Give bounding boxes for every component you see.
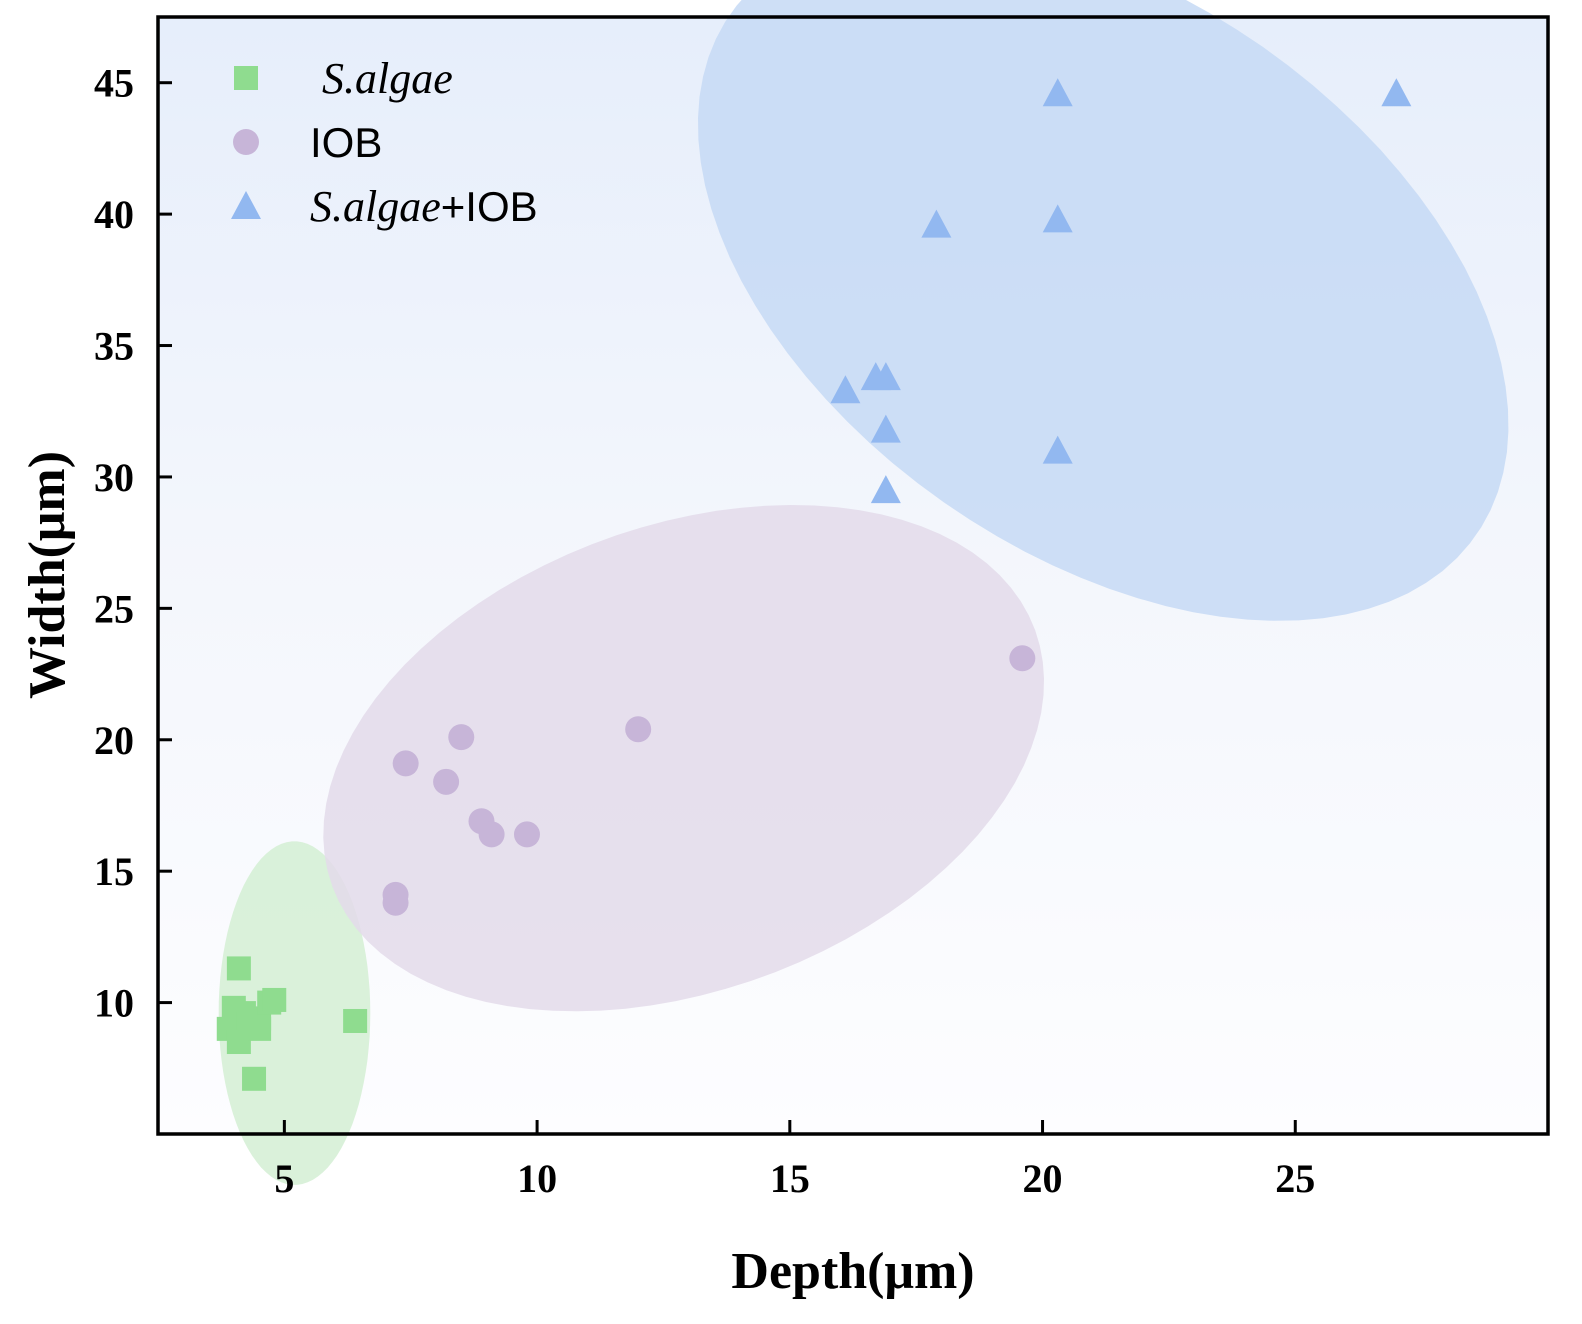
point-triangle-9	[1042, 435, 1073, 464]
point-square-1	[226, 956, 251, 981]
y-tick-label: 35	[94, 324, 134, 369]
legend-label-3: S.algae+IOB	[310, 182, 538, 231]
point-square-11	[343, 1008, 368, 1033]
y-tick-label: 25	[94, 586, 134, 631]
y-tick-label: 45	[94, 61, 134, 106]
legend-label-2: IOB	[310, 119, 382, 166]
point-circle-5	[478, 821, 505, 848]
x-tick-label: 25	[1275, 1156, 1315, 1201]
cluster-ellipse-1	[218, 841, 371, 1185]
point-circle-1	[392, 750, 419, 777]
x-axis-title: Depth(μm)	[731, 1243, 974, 1300]
point-circle-10	[1009, 645, 1036, 672]
point-square-6	[226, 1030, 251, 1055]
point-triangle-8	[870, 414, 901, 443]
point-circle-3	[433, 768, 460, 795]
point-square-10	[262, 987, 287, 1012]
point-circle-2	[448, 724, 475, 751]
cluster-ellipse-3	[698, 0, 1509, 621]
point-triangle-10	[870, 475, 901, 504]
point-triangle-3	[921, 209, 952, 238]
y-tick-label: 10	[94, 981, 134, 1026]
point-square-12	[242, 1066, 267, 1091]
point-circle-6	[513, 821, 540, 848]
x-tick-label: 20	[1023, 1156, 1063, 1201]
point-triangle-2	[1381, 78, 1412, 107]
x-tick-label: 5	[274, 1156, 294, 1201]
y-axis-title: Width(μm)	[19, 451, 76, 699]
legend-marker-square	[234, 66, 258, 90]
x-axis-ticks: 5 10 15 20 25	[274, 1120, 1315, 1201]
plot-frame	[156, 15, 1550, 1136]
y-tick-label: 40	[94, 192, 134, 237]
point-circle-7	[625, 716, 652, 743]
data-points	[216, 78, 1412, 1091]
legend-marker-triangle	[231, 191, 261, 219]
legend-marker-circle	[233, 129, 259, 155]
point-square-9	[247, 1016, 272, 1041]
x-tick-label: 15	[770, 1156, 810, 1201]
cluster-ellipses	[218, 0, 1509, 1185]
legend-label-1: S.algae	[322, 54, 453, 103]
legend: S.algae IOB S.algae+IOB	[231, 54, 538, 231]
point-triangle-7	[870, 362, 901, 391]
point-circle-9	[382, 889, 409, 916]
point-triangle-5	[830, 375, 861, 404]
x-tick-label: 10	[517, 1156, 557, 1201]
y-tick-label: 15	[94, 849, 134, 894]
y-tick-label: 20	[94, 718, 134, 763]
y-axis-ticks: 10 15 20 25 30 35 40 45	[94, 61, 172, 1026]
point-triangle-1	[1042, 78, 1073, 107]
cluster-ellipse-2	[323, 505, 1044, 1012]
point-triangle-4	[1042, 204, 1073, 233]
y-tick-label: 30	[94, 455, 134, 500]
